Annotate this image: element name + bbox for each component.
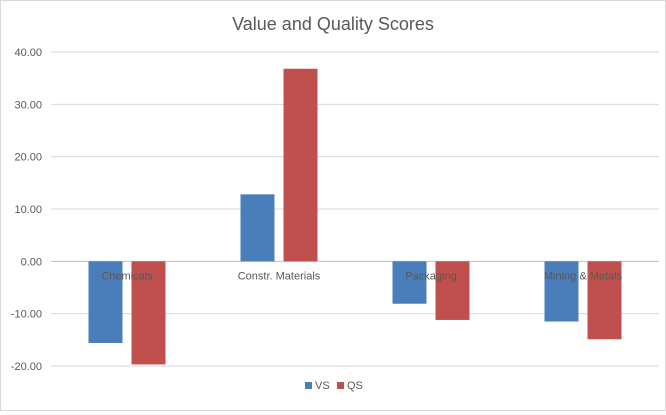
bar-vs	[544, 261, 579, 322]
category-label: Chemicals	[101, 270, 153, 282]
chart-title: Value and Quality Scores	[232, 14, 434, 34]
category-labels: Chemicals Constr. Materials Packaging Minin…	[101, 270, 622, 282]
y-tick-label: 10.00	[14, 204, 42, 216]
bar-qs	[131, 261, 166, 365]
legend-label-vs: VS	[315, 380, 330, 392]
bar-vs	[240, 194, 275, 262]
bar-qs	[283, 68, 318, 262]
y-tick-label: -10.00	[11, 309, 42, 321]
y-tick-label: 20.00	[14, 152, 42, 164]
bar-qs	[435, 261, 470, 320]
y-tick-label: 30.00	[14, 99, 42, 111]
category-label: Constr. Materials	[238, 270, 321, 282]
y-tick-label: -20.00	[11, 361, 42, 373]
legend-swatch-qs	[337, 382, 344, 389]
y-tick-label: 40.00	[14, 47, 42, 59]
bar-qs	[587, 261, 622, 340]
legend: VS QS	[305, 380, 363, 392]
bar-vs	[392, 261, 427, 304]
category-label: Mining & Metals	[544, 270, 623, 282]
category-label: Packaging	[405, 270, 456, 282]
y-axis-ticks: 40.00 30.00 20.00 10.00 0.00 -10.00 -20.00	[11, 47, 42, 373]
legend-swatch-vs	[305, 382, 312, 389]
legend-label-qs: QS	[347, 380, 363, 392]
bars	[88, 68, 622, 365]
y-tick-label: 0.00	[21, 256, 42, 268]
bar-vs	[88, 261, 123, 343]
